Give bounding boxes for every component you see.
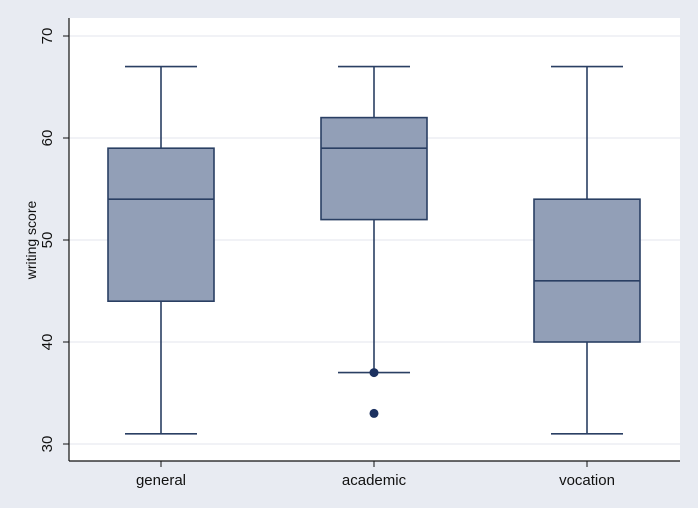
boxes — [107, 65, 641, 435]
x-tick-label-academic: academic — [342, 472, 407, 489]
outlier-point — [369, 368, 379, 378]
x-ticks: general academic vocation — [136, 461, 615, 489]
x-tick-label-general: general — [136, 472, 186, 489]
interquartile-box — [533, 198, 641, 343]
box-vocation — [533, 65, 641, 435]
outlier-point — [369, 408, 379, 418]
y-ticks: 30 40 50 60 70 — [39, 28, 69, 453]
y-axis-title: writing score — [23, 201, 39, 281]
box-general — [107, 65, 215, 435]
interquartile-box — [107, 147, 215, 302]
box-academic — [320, 65, 428, 418]
interquartile-box — [320, 116, 428, 221]
y-tick-label-40: 40 — [39, 334, 56, 351]
y-tick-label-70: 70 — [39, 28, 56, 45]
y-tick-label-60: 60 — [39, 130, 56, 147]
x-tick-label-vocation: vocation — [559, 472, 615, 489]
y-tick-label-30: 30 — [39, 436, 56, 453]
y-tick-label-50: 50 — [39, 232, 56, 249]
